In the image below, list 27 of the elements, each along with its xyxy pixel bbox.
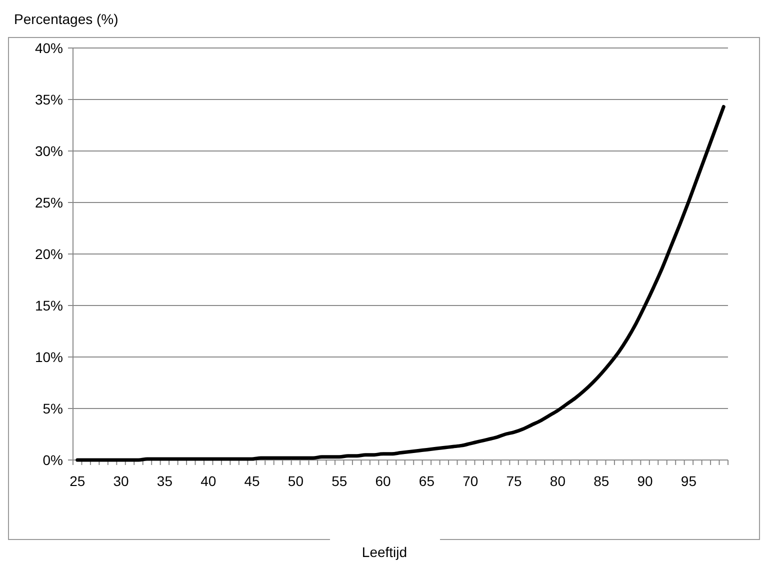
y-tick-label: 0%: [42, 452, 63, 468]
x-tick-label: 60: [375, 473, 392, 489]
y-tick-label: 40%: [34, 40, 63, 56]
x-tick-label: 50: [288, 473, 304, 489]
x-tick-label: 95: [680, 473, 697, 489]
x-tick-label: 40: [200, 473, 216, 489]
y-tick-label: 35%: [34, 91, 63, 108]
x-tick-label: 80: [550, 473, 566, 489]
x-tick-label: 55: [332, 473, 348, 489]
x-tick-label: 75: [506, 473, 522, 489]
line-series: [76, 104, 726, 462]
x-axis-title: Leeftijd: [362, 544, 408, 560]
y-tick-label: 15%: [34, 297, 63, 314]
x-tick-label: 90: [637, 473, 654, 489]
y-tick-label: 20%: [34, 246, 63, 262]
y-axis-title: Percentages (%): [14, 11, 118, 27]
x-tick-label: 85: [594, 473, 610, 489]
x-tick-label: 65: [418, 473, 435, 489]
x-tick-label: 45: [244, 473, 260, 489]
x-tick-label: 30: [113, 473, 130, 489]
x-tick-label: 35: [156, 473, 173, 489]
y-tick-label: 10%: [34, 348, 63, 365]
x-tick-label: 70: [462, 473, 478, 489]
y-tick-label: 5%: [42, 400, 63, 416]
y-tick-label: 25%: [34, 194, 63, 210]
y-tick-label: 30%: [34, 142, 63, 159]
x-tick-label: 25: [70, 473, 86, 489]
